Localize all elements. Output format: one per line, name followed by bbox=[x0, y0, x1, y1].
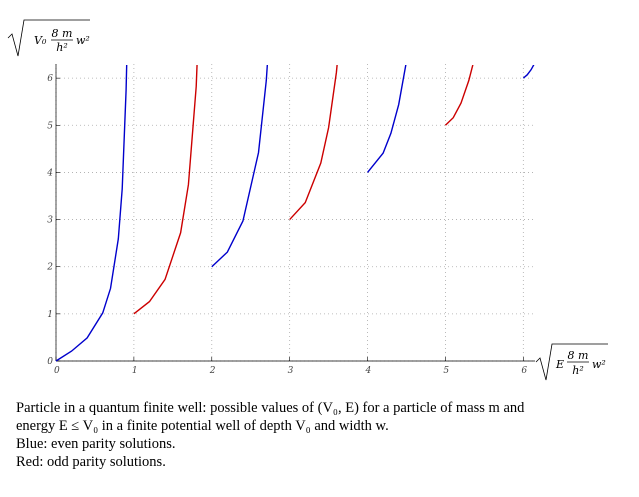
y-tick-label: 0 bbox=[47, 357, 53, 367]
x-label-root bbox=[535, 343, 608, 381]
x-tick-label: 3 bbox=[288, 366, 294, 376]
curve bbox=[366, 65, 407, 173]
x-tick-label: 0 bbox=[54, 366, 60, 376]
caption-line: Blue: even parity solutions. bbox=[16, 436, 175, 452]
curve bbox=[211, 65, 269, 268]
x-tick-label: 2 bbox=[209, 366, 216, 376]
y-tick-label: 6 bbox=[47, 74, 53, 84]
y-label-root bbox=[7, 19, 90, 57]
x-label-tail: w² bbox=[592, 358, 606, 371]
x-tick-label: 4 bbox=[365, 366, 372, 376]
caption-line: Red: odd parity solutions. bbox=[16, 454, 166, 470]
y-tick-label: 3 bbox=[47, 216, 53, 226]
curve bbox=[444, 65, 474, 126]
curve bbox=[289, 65, 338, 221]
y-label-tail: w² bbox=[76, 34, 90, 47]
x-tick-label: 6 bbox=[521, 366, 527, 376]
y-label-num: 8 m bbox=[52, 27, 73, 40]
y-tick-label: 4 bbox=[46, 168, 53, 178]
x-tick-label: 5 bbox=[443, 366, 449, 376]
x-label-num: 8 m bbox=[568, 349, 589, 362]
curve bbox=[133, 65, 198, 315]
caption-line: Particle in a quantum finite well: possi… bbox=[16, 400, 525, 416]
y-label-var: V₀ bbox=[34, 34, 47, 47]
curve bbox=[522, 65, 535, 79]
x-tick-label: 1 bbox=[132, 366, 138, 376]
x-label-den: h² bbox=[572, 364, 584, 377]
y-tick-label: 1 bbox=[47, 310, 53, 320]
y-tick-label: 2 bbox=[46, 263, 53, 273]
curve bbox=[55, 65, 128, 362]
y-tick-label: 5 bbox=[47, 121, 53, 131]
y-label-den: h² bbox=[56, 41, 68, 54]
caption-line: energy E ≤ V₀ in a finite potential well… bbox=[16, 418, 389, 434]
x-label-var: E bbox=[555, 358, 564, 371]
